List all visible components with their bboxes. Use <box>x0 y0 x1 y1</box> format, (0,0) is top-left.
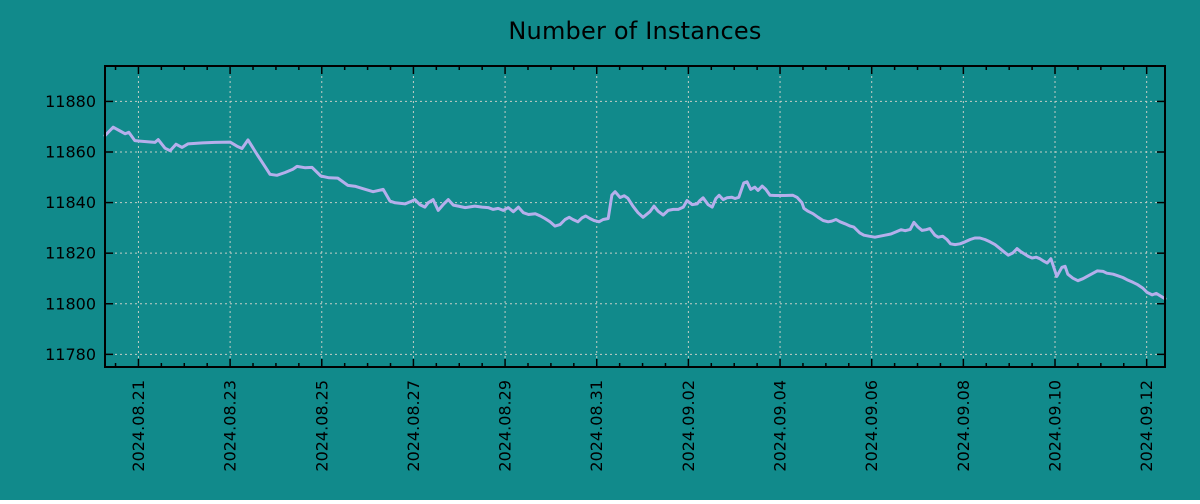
x-tick-label: 2024.08.31 <box>587 380 606 472</box>
chart-title: Number of Instances <box>508 17 762 45</box>
x-tick-label: 2024.08.29 <box>496 380 515 472</box>
x-tick-label: 2024.09.02 <box>679 380 698 472</box>
x-tick-label: 2024.09.12 <box>1137 380 1156 472</box>
x-tick-label: 2024.09.08 <box>954 380 973 472</box>
plot-border <box>104 65 1166 368</box>
y-tick-label: 11820 <box>45 244 96 263</box>
x-tick-label: 2024.09.06 <box>862 380 881 472</box>
y-tick-label: 11860 <box>45 143 96 162</box>
x-tick-label: 2024.08.23 <box>221 380 240 472</box>
y-tick-label: 11800 <box>45 294 96 313</box>
x-tick-label: 2024.09.10 <box>1046 380 1065 472</box>
grid <box>105 66 1165 367</box>
y-tick-label: 11840 <box>45 193 96 212</box>
x-tick-label: 2024.09.04 <box>771 380 790 472</box>
y-tick-label: 11780 <box>45 345 96 364</box>
y-tick-label: 11880 <box>45 92 96 111</box>
x-tick-label: 2024.08.27 <box>404 380 423 472</box>
series-line <box>103 125 1167 301</box>
x-tick-label: 2024.08.21 <box>129 380 148 472</box>
x-tick-label: 2024.08.25 <box>312 380 331 472</box>
axis-ticks <box>105 66 1165 367</box>
